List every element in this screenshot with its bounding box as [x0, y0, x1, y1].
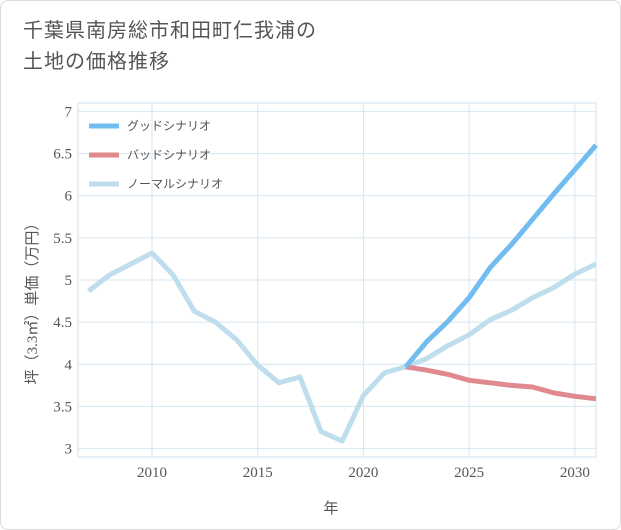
- y-tick-label: 4: [65, 357, 73, 373]
- y-tick-label: 3.5: [53, 399, 72, 415]
- price-trend-chart: 3 3.5 4 4.5 5 5.5 6 6.5 7 2010 2015 2020 2025 2030 グ…: [0, 0, 621, 530]
- y-tick-label: 3: [65, 442, 73, 458]
- x-tick-label: 2010: [137, 465, 167, 481]
- x-tick-label: 2030: [560, 465, 590, 481]
- x-tick-label: 2015: [243, 465, 273, 481]
- y-tick-label: 4.5: [53, 315, 72, 331]
- x-tick-label: 2020: [348, 465, 378, 481]
- y-tick-label: 7: [65, 104, 73, 120]
- legend-label-0: グッドシナリオ: [127, 119, 211, 133]
- x-tick-label: 2025: [454, 465, 484, 481]
- y-tick-labels: 3 3.5 4 4.5 5 5.5 6 6.5 7: [53, 104, 72, 457]
- legend-label-2: ノーマルシナリオ: [127, 177, 223, 191]
- y-tick-label: 6.5: [53, 147, 72, 163]
- y-tick-label: 5: [65, 273, 73, 289]
- y-tick-label: 5.5: [53, 231, 72, 247]
- y-axis-title: 坪（3.3㎡）単価（万円）: [24, 216, 41, 385]
- legend-label-1: バッドシナリオ: [127, 148, 211, 162]
- x-tick-labels: 2010 2015 2020 2025 2030: [137, 465, 590, 481]
- y-tick-label: 6: [65, 189, 73, 205]
- x-axis-title: 年: [323, 500, 338, 517]
